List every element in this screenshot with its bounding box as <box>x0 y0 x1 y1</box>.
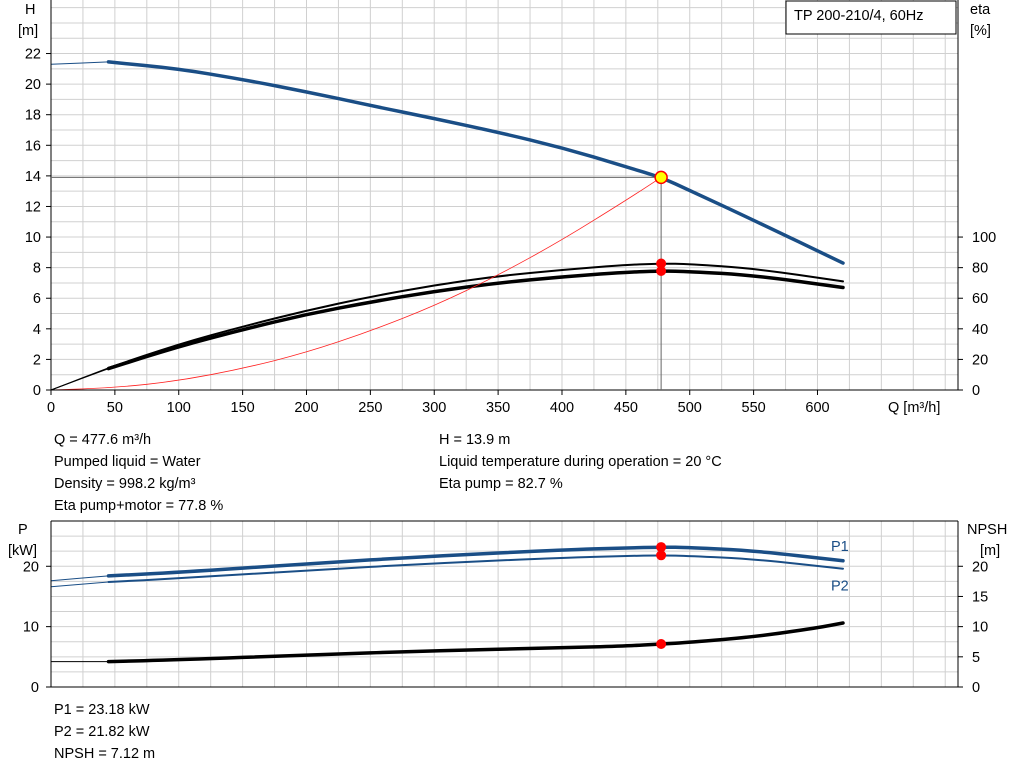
info-eta-pump-motor: Eta pump+motor = 77.8 % <box>54 498 224 514</box>
info-flow: Q = 477.6 m³/h <box>54 432 152 448</box>
y-tick-label: 4 <box>33 322 41 338</box>
x-tick-label: 350 <box>486 400 510 416</box>
bottom-y-axis-unit: [kW] <box>8 543 37 559</box>
x-tick-label: 100 <box>167 400 191 416</box>
npsh-marker <box>656 639 667 650</box>
efficiency-marker <box>656 266 667 277</box>
x-tick-label: 250 <box>358 400 382 416</box>
y2-tick-label: 40 <box>972 322 988 338</box>
x-tick-label: 550 <box>742 400 766 416</box>
bottom-y-axis-label: P <box>18 522 28 538</box>
duty-point-marker <box>654 170 668 185</box>
bottom-chart-grid <box>50 520 958 688</box>
bottom-y2-tick-label: 5 <box>972 650 980 666</box>
y-tick-label: 10 <box>25 230 41 246</box>
y-tick-label: 20 <box>25 77 41 93</box>
info-p1: P1 = 23.18 kW <box>54 702 150 718</box>
chart-title: TP 200-210/4, 60Hz <box>794 8 924 24</box>
bottom-y2-tick-label: 20 <box>972 559 988 575</box>
top-chart-grid <box>50 0 958 391</box>
info-p2: P2 = 21.82 kW <box>54 724 150 740</box>
y-tick-label: 12 <box>25 199 41 215</box>
y-tick-label: 18 <box>25 108 41 124</box>
bottom-y-tick-label: 0 <box>31 680 39 696</box>
info-pumped-liquid: Pumped liquid = Water <box>54 454 201 470</box>
eta-pump-curve <box>107 262 844 369</box>
y-axis-label: H <box>25 2 35 18</box>
bottom-y-tick-label: 10 <box>23 620 39 636</box>
operating-point-markers <box>51 170 668 650</box>
y-tick-label: 8 <box>33 261 41 277</box>
y-tick-label: 6 <box>33 291 41 307</box>
x-tick-label: 0 <box>47 400 55 416</box>
bottom-y2-axis-unit: [m] <box>980 543 1000 559</box>
p2-curve <box>107 554 844 583</box>
x-tick-label: 150 <box>231 400 255 416</box>
y2-axis-label: eta <box>970 2 991 18</box>
bottom-y-tick-label: 20 <box>23 559 39 575</box>
y-axis-unit: [m] <box>18 23 38 39</box>
info-bottom: P1 = 23.18 kW P2 = 21.82 kW NPSH = 7.12 … <box>54 699 155 765</box>
top-chart-curves <box>50 60 845 391</box>
y2-tick-label: 60 <box>972 291 988 307</box>
p2-series-label: P2 <box>831 579 849 595</box>
x-tick-label: 200 <box>294 400 318 416</box>
info-eta-pump: Eta pump = 82.7 % <box>439 476 563 492</box>
x-tick-label: 50 <box>107 400 123 416</box>
head-curve-extension <box>50 61 109 65</box>
x-axis-label: Q [m³/h] <box>888 400 940 416</box>
x-tick-label: 500 <box>678 400 702 416</box>
y2-tick-label: 0 <box>972 383 980 399</box>
x-tick-label: 600 <box>805 400 829 416</box>
npsh-curve <box>106 621 845 664</box>
p1-series-label: P1 <box>831 539 849 555</box>
y2-axis-unit: [%] <box>970 23 991 39</box>
info-top-right: H = 13.9 m Liquid temperature during ope… <box>439 429 722 495</box>
info-liquid-temperature: Liquid temperature during operation = 20… <box>439 454 722 470</box>
y2-tick-label: 100 <box>972 230 996 246</box>
bottom-y2-tick-label: 0 <box>972 680 980 696</box>
y-tick-label: 16 <box>25 138 41 154</box>
p1-curve-extension <box>50 575 109 582</box>
y2-tick-label: 20 <box>972 352 988 368</box>
info-head: H = 13.9 m <box>439 432 511 448</box>
info-npsh: NPSH = 7.12 m <box>54 746 156 762</box>
p1-curve <box>106 545 845 578</box>
head-curve <box>106 60 845 265</box>
p2-marker <box>656 550 667 561</box>
p1-marker <box>656 542 667 553</box>
bottom-chart-curves <box>50 545 845 664</box>
bottom-y2-tick-label: 15 <box>972 589 988 605</box>
y-tick-label: 22 <box>25 47 41 63</box>
info-top-left: Q = 477.6 m³/h Pumped liquid = Water Den… <box>54 429 223 517</box>
chart-title-box: TP 200-210/4, 60Hz <box>785 0 957 35</box>
x-tick-label: 400 <box>550 400 574 416</box>
system-curve-curve <box>50 177 662 391</box>
y2-tick-label: 80 <box>972 261 988 277</box>
y-tick-label: 14 <box>25 169 41 185</box>
eta-pump-motor-curve <box>106 269 845 371</box>
p2-curve-extension <box>50 581 109 588</box>
efficiency-marker <box>656 258 667 269</box>
x-tick-label: 300 <box>422 400 446 416</box>
y-tick-label: 2 <box>33 352 41 368</box>
chart-axes <box>46 0 963 688</box>
x-tick-label: 450 <box>614 400 638 416</box>
info-density: Density = 998.2 kg/m³ <box>54 476 196 492</box>
y-tick-label: 0 <box>33 383 41 399</box>
chart-labels: 0 50 100 150 200 250 300 350 400 450 500 550 6000246… <box>8 2 1007 696</box>
bottom-y2-tick-label: 10 <box>972 620 988 636</box>
eta-pump-motor-curve-extension <box>50 368 109 391</box>
bottom-y2-axis-label: NPSH <box>967 522 1007 538</box>
